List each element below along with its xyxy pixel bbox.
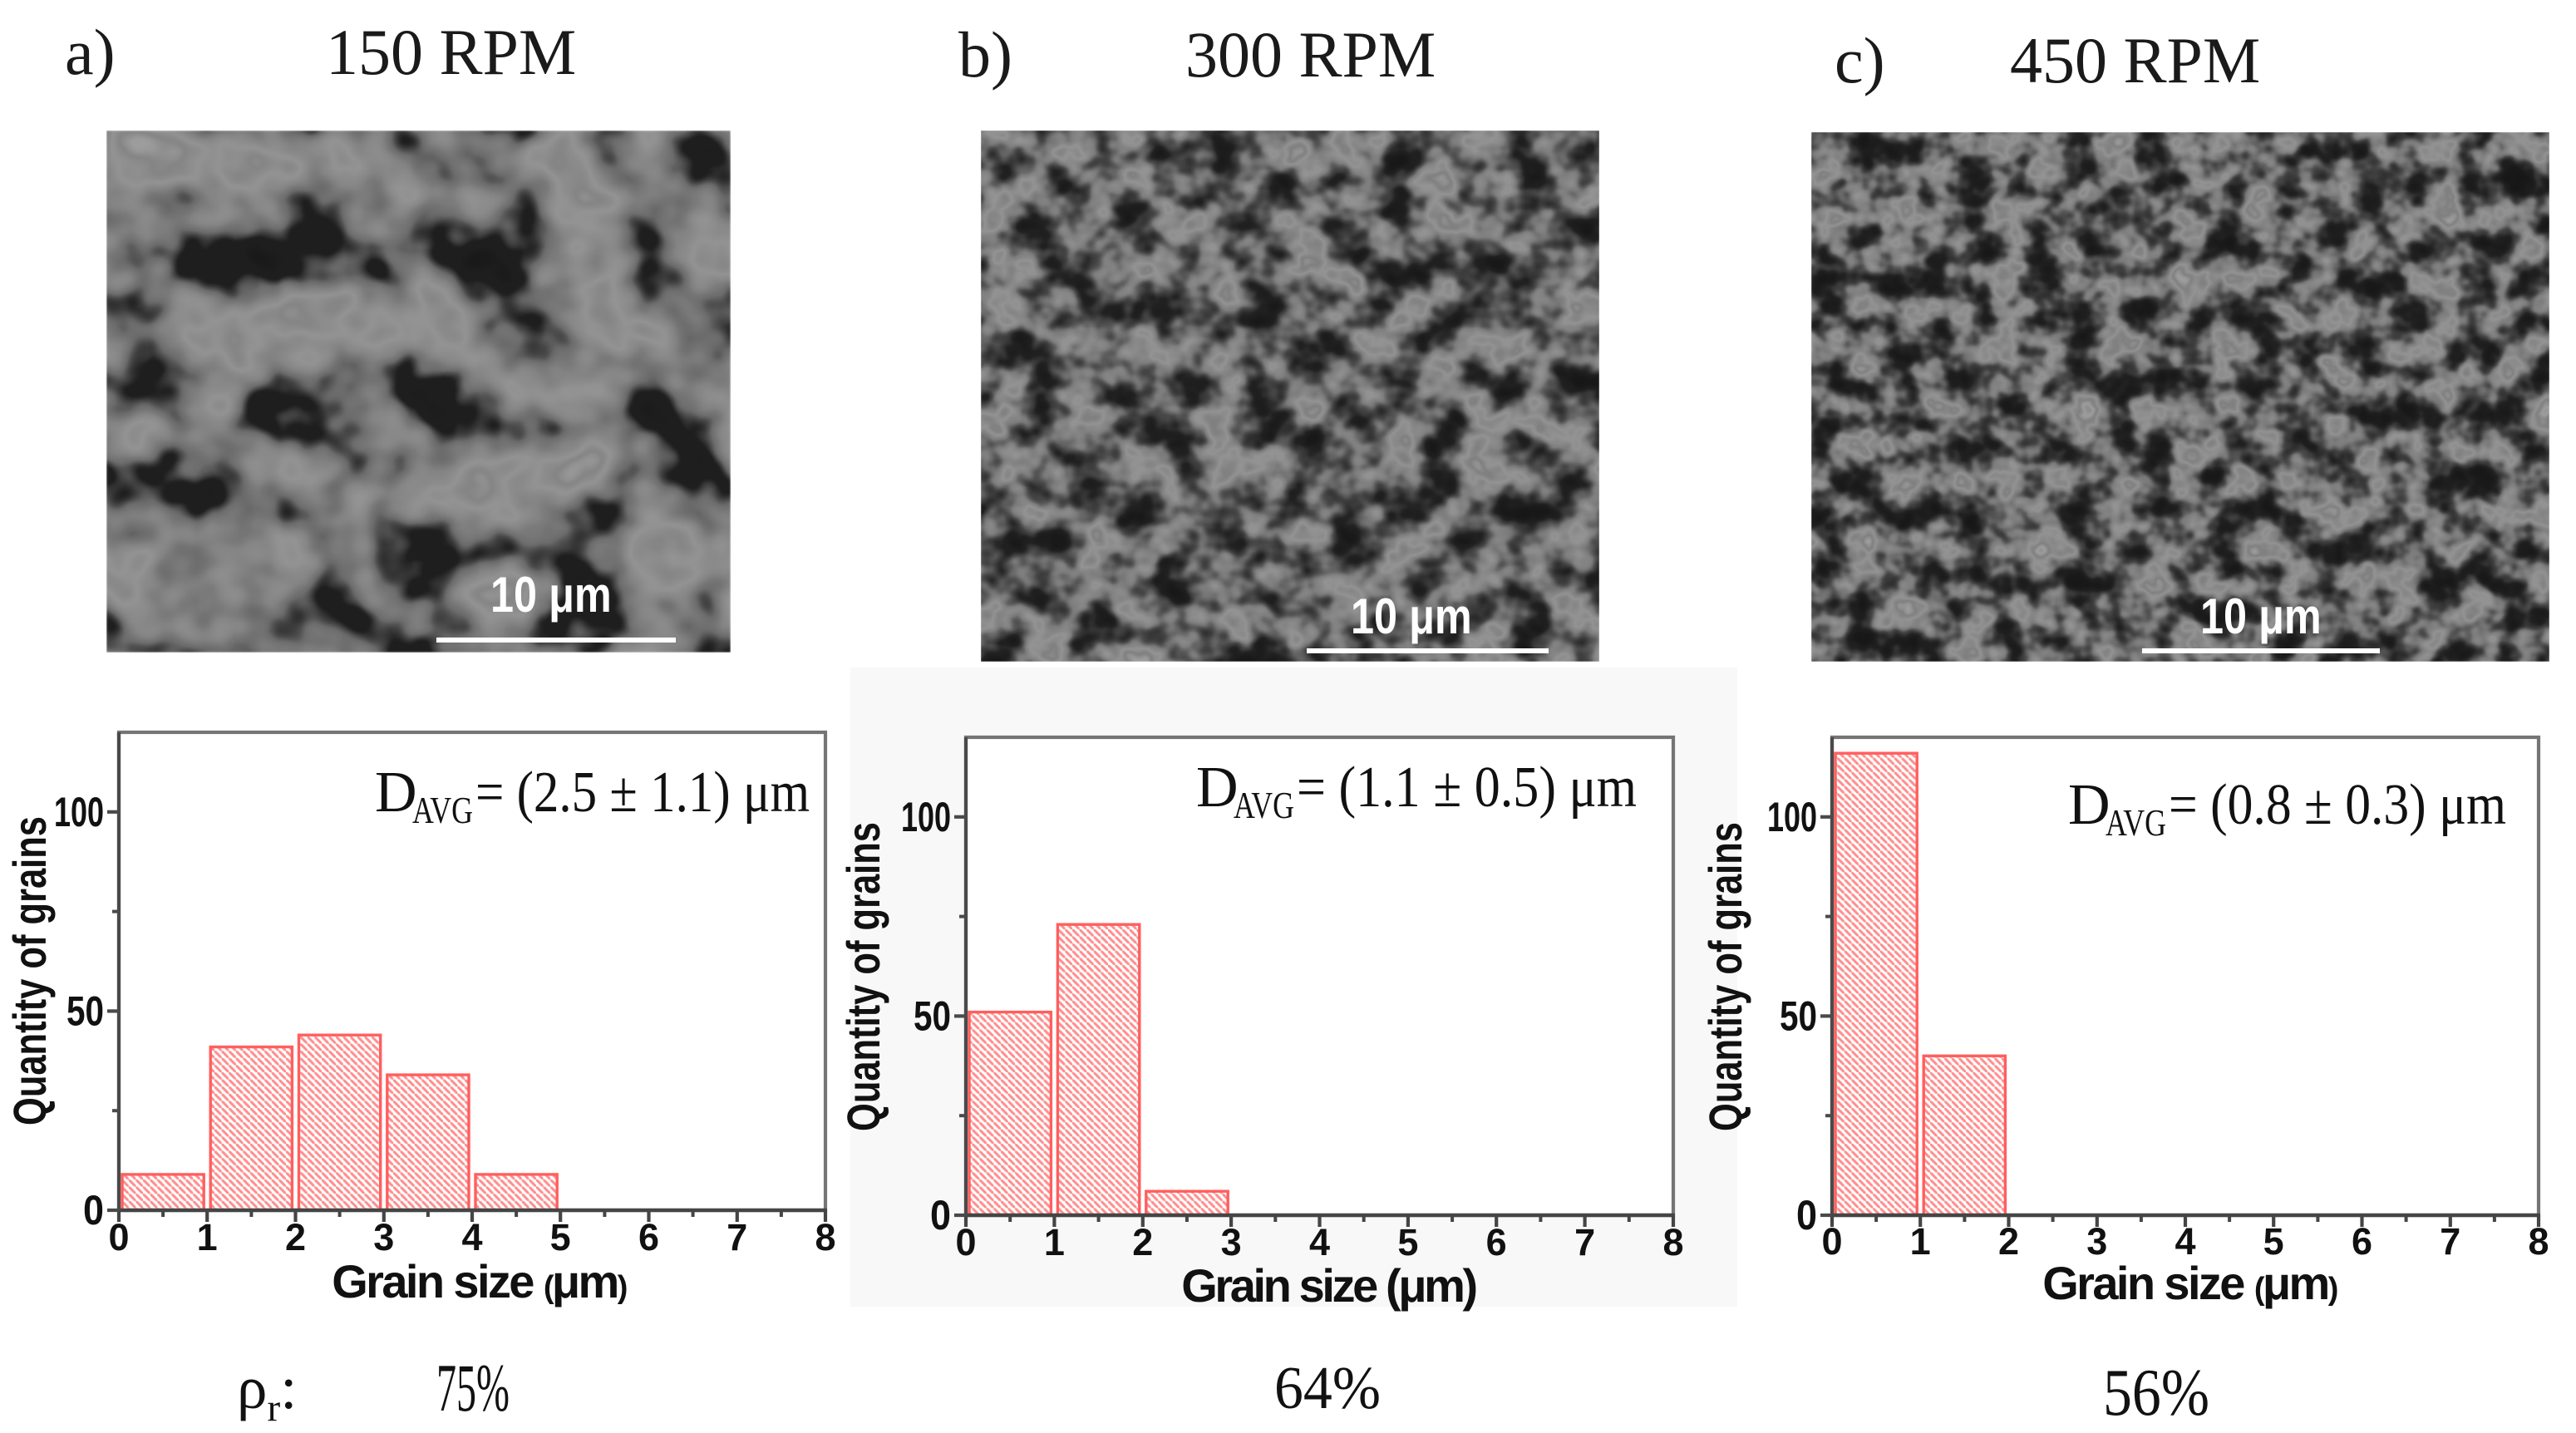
svg-text:ρr:: ρr: bbox=[237, 1354, 297, 1430]
svg-text:Quantity of grains: Quantity of grains bbox=[837, 822, 889, 1131]
svg-text:50: 50 bbox=[914, 992, 951, 1039]
svg-text:2: 2 bbox=[1132, 1221, 1153, 1263]
svg-text:0: 0 bbox=[108, 1216, 129, 1258]
svg-text:3: 3 bbox=[2086, 1220, 2107, 1263]
svg-text:56%: 56% bbox=[2103, 1357, 2209, 1430]
svg-text:5: 5 bbox=[1397, 1221, 1418, 1263]
svg-text:4: 4 bbox=[1309, 1221, 1330, 1263]
svg-text:0: 0 bbox=[955, 1221, 976, 1263]
svg-text:1: 1 bbox=[1910, 1220, 1931, 1263]
svg-text:5: 5 bbox=[550, 1216, 571, 1258]
svg-text:7: 7 bbox=[727, 1216, 747, 1258]
svg-text:5: 5 bbox=[2263, 1220, 2284, 1263]
svg-text:64%: 64% bbox=[1274, 1354, 1381, 1421]
svg-text:AVG: AVG bbox=[412, 790, 473, 831]
svg-text:2: 2 bbox=[1998, 1220, 2019, 1263]
svg-text:2: 2 bbox=[285, 1216, 306, 1258]
svg-text:7: 7 bbox=[1574, 1221, 1595, 1263]
svg-text:3: 3 bbox=[373, 1216, 394, 1258]
svg-text:0: 0 bbox=[83, 1187, 104, 1234]
svg-text:4: 4 bbox=[2175, 1220, 2195, 1263]
svg-text:0: 0 bbox=[930, 1192, 951, 1238]
svg-text:D: D bbox=[375, 761, 417, 825]
svg-text:8: 8 bbox=[815, 1216, 835, 1258]
svg-text:1: 1 bbox=[197, 1216, 218, 1258]
svg-text:75%: 75% bbox=[436, 1350, 510, 1426]
svg-text:4: 4 bbox=[461, 1216, 482, 1258]
svg-text:6: 6 bbox=[2352, 1220, 2372, 1263]
svg-text:6: 6 bbox=[638, 1216, 659, 1258]
svg-text:100: 100 bbox=[1767, 794, 1817, 840]
svg-text:= (1.1 ± 0.5) μm: = (1.1 ± 0.5) μm bbox=[1297, 756, 1637, 820]
svg-text:AVG: AVG bbox=[1234, 785, 1294, 826]
svg-text:100: 100 bbox=[54, 789, 104, 835]
svg-text:50: 50 bbox=[1780, 992, 1817, 1039]
svg-text:Quantity of grains: Quantity of grains bbox=[1699, 822, 1751, 1131]
svg-text:D: D bbox=[2068, 773, 2111, 837]
svg-text:Quantity of grains: Quantity of grains bbox=[3, 816, 56, 1125]
svg-text:3: 3 bbox=[1221, 1221, 1242, 1263]
svg-text:1: 1 bbox=[1044, 1221, 1065, 1263]
svg-text:AVG: AVG bbox=[2106, 802, 2166, 844]
svg-text:Grain size (μm): Grain size (μm) bbox=[2042, 1257, 2337, 1309]
svg-text:= (0.8 ± 0.3) μm: = (0.8 ± 0.3) μm bbox=[2169, 773, 2506, 837]
svg-text:7: 7 bbox=[2440, 1220, 2460, 1263]
svg-text:100: 100 bbox=[901, 794, 951, 840]
svg-text:Grain size (μm): Grain size (μm) bbox=[332, 1255, 627, 1307]
svg-text:50: 50 bbox=[66, 987, 104, 1034]
svg-text:0: 0 bbox=[1821, 1220, 1842, 1263]
svg-text:D: D bbox=[1196, 756, 1239, 820]
svg-text:= (2.5 ± 1.1) μm: = (2.5 ± 1.1) μm bbox=[475, 761, 810, 825]
svg-text:Grain size (μm): Grain size (μm) bbox=[1181, 1259, 1475, 1312]
svg-text:6: 6 bbox=[1486, 1221, 1507, 1263]
svg-text:0: 0 bbox=[1796, 1192, 1817, 1238]
svg-text:8: 8 bbox=[1662, 1221, 1683, 1263]
svg-text:8: 8 bbox=[2528, 1220, 2549, 1263]
